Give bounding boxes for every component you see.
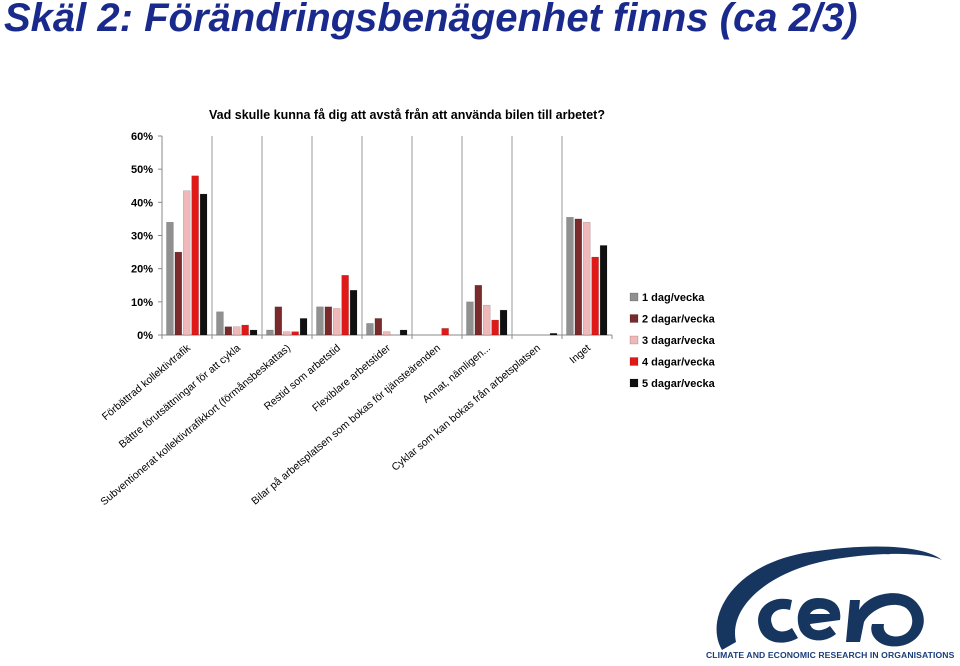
x-tick-label: Förbättrad kollektivtrafik [100, 342, 194, 423]
bar-2-4 [324, 306, 333, 336]
y-tick-label: 20% [131, 264, 153, 276]
bar-5-7 [499, 309, 508, 336]
x-tick-label: Subventionerat kollektivtrafikkort (förm… [98, 342, 293, 508]
bar-4-1 [191, 175, 199, 336]
bar-5-2 [249, 329, 258, 336]
legend-swatch [629, 314, 639, 323]
bar-3-1 [183, 190, 191, 336]
bar-1-1 [166, 221, 174, 336]
legend-label: 2 dagar/vecka [642, 314, 716, 326]
legend-swatch [629, 357, 639, 366]
logo-swoosh [716, 546, 942, 650]
y-tick-label: 50% [131, 164, 153, 176]
legend-swatch [629, 292, 639, 302]
bar-3-9 [583, 221, 591, 336]
x-tick-label: Bilar på arbetsplatsen som bokas för tjä… [249, 342, 443, 507]
bar-5-9 [599, 245, 608, 336]
chart-title: Vad skulle kunna få dig att avstå från a… [209, 108, 605, 122]
y-tick-label: 10% [131, 297, 153, 309]
bar-1-9 [566, 217, 574, 336]
legend-swatch [629, 335, 639, 345]
bar-1-3 [266, 329, 274, 336]
bar-5-8 [549, 333, 558, 336]
bar-1-7 [466, 301, 474, 336]
bar-1-4 [316, 306, 324, 336]
bar-4-4 [341, 275, 349, 336]
logo-letter-c [758, 598, 798, 643]
bar-4-2 [241, 324, 249, 336]
bar-3-2 [233, 326, 241, 336]
logo-letter-ro [846, 593, 924, 647]
legend-label: 3 dagar/vecka [642, 335, 716, 347]
bar-2-1 [174, 251, 183, 336]
logo-caption: CLIMATE AND ECONOMIC RESEARCH IN ORGANIS… [706, 650, 955, 660]
bar-5-3 [299, 318, 308, 336]
bar-3-3 [283, 331, 291, 336]
bar-3-5 [383, 331, 391, 336]
bar-2-3 [274, 306, 283, 336]
bar-2-7 [474, 285, 483, 336]
bar-4-7 [491, 319, 499, 336]
logo-letter-e [797, 598, 841, 641]
chart-legend: 1 dag/vecka 2 dagar/vecka 3 dagar/vecka 4 d… [629, 292, 716, 390]
legend-label: 4 dagar/vecka [642, 357, 716, 369]
legend-label: 1 dag/vecka [642, 292, 705, 304]
bar-1-5 [366, 323, 374, 336]
x-tick-label: Inget [567, 342, 593, 366]
bar-5-4 [349, 289, 358, 336]
y-tick-label: 30% [131, 231, 153, 243]
bar-1-2 [216, 311, 224, 336]
y-tick-label: 0% [137, 330, 153, 342]
legend-label: 5 dagar/vecka [642, 378, 716, 390]
chart-bars [166, 175, 608, 336]
legend-swatch [629, 378, 639, 388]
bar-2-9 [574, 218, 583, 336]
bar-5-1 [199, 193, 208, 336]
chart-axes: 0% 10% 20% 30% 40% 50% 60% [131, 131, 613, 342]
y-tick-label: 40% [131, 197, 153, 209]
bar-3-4 [333, 308, 341, 336]
bar-4-9 [591, 256, 599, 336]
slide-title: Skäl 2: Förändringsbenägenhet finns (ca … [4, 0, 858, 40]
cero-logo [700, 538, 960, 661]
bar-4-6 [441, 328, 449, 336]
bar-2-2 [224, 326, 233, 336]
bar-3-7 [483, 304, 491, 336]
y-tick-label: 60% [131, 131, 153, 143]
bar-4-3 [291, 331, 299, 336]
bar-2-5 [374, 318, 383, 336]
bar-5-5 [399, 329, 408, 336]
